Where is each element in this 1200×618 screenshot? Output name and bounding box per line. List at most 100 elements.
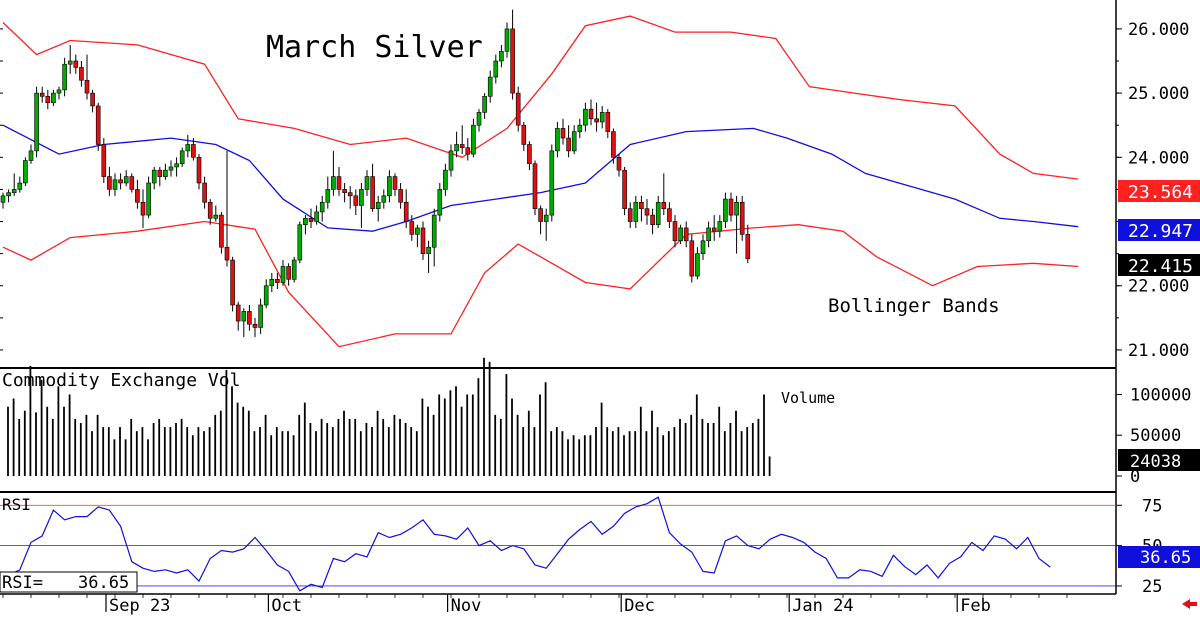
price-candle bbox=[510, 9, 515, 100]
price-candle bbox=[347, 186, 353, 209]
rsi-y-tick-label: 25 bbox=[1142, 577, 1162, 597]
price-candle bbox=[191, 138, 196, 161]
price-candle bbox=[471, 118, 476, 158]
price-candle bbox=[599, 105, 605, 129]
price-candle bbox=[135, 179, 140, 209]
price-candle bbox=[549, 144, 555, 222]
rsi-y-tick-label: 75 bbox=[1142, 496, 1162, 516]
x-axis-label: Feb bbox=[960, 596, 991, 616]
price-candle bbox=[202, 176, 207, 209]
price-candle bbox=[566, 125, 571, 158]
price-candle bbox=[375, 195, 381, 222]
price-candle bbox=[616, 154, 622, 177]
price-candle bbox=[286, 263, 291, 286]
price-candle bbox=[118, 173, 123, 190]
price-candle bbox=[23, 157, 28, 187]
price-candle bbox=[56, 86, 62, 100]
price-candle bbox=[359, 183, 364, 228]
price-panel: 26.000 25.000 24.000 22.000 21.000 bbox=[0, 9, 1189, 361]
price-candle bbox=[622, 166, 627, 216]
price-candle bbox=[174, 157, 179, 177]
x-axis: Sep 23 Oct Nov Dec Jan 24 Feb bbox=[2, 594, 1068, 616]
price-y-tick-label: 22.000 bbox=[1128, 277, 1189, 297]
price-candle bbox=[213, 205, 219, 222]
chart-title: March Silver bbox=[266, 30, 483, 65]
volume-y-tick-label: 50000 bbox=[1130, 426, 1181, 446]
price-candle bbox=[230, 256, 235, 312]
left-arrow-icon[interactable] bbox=[1182, 599, 1197, 609]
price-candle bbox=[745, 224, 751, 264]
price-candle bbox=[415, 224, 420, 248]
price-candle bbox=[409, 215, 415, 241]
price-candle bbox=[577, 118, 583, 139]
price-candle bbox=[706, 221, 711, 248]
price-candle bbox=[263, 279, 269, 309]
bollinger-lower-band bbox=[2, 220, 1079, 348]
rsi-line bbox=[2, 496, 1051, 592]
price-candle bbox=[196, 154, 202, 190]
x-axis-label: Jan 24 bbox=[792, 596, 853, 616]
price-candle bbox=[403, 189, 409, 228]
price-candle bbox=[308, 208, 314, 228]
volume-y-tick-label: 0 bbox=[1130, 467, 1140, 487]
price-candle bbox=[314, 205, 319, 225]
rsi-readout-label: RSI= bbox=[2, 573, 43, 593]
price-candle bbox=[73, 54, 79, 74]
price-candle bbox=[207, 199, 213, 225]
price-y-tick-label: 26.000 bbox=[1128, 20, 1189, 40]
price-candle bbox=[734, 195, 739, 254]
price-candle bbox=[0, 192, 6, 209]
price-candle bbox=[398, 183, 403, 209]
price-candle bbox=[168, 160, 174, 177]
price-candle bbox=[151, 166, 157, 190]
price-candle bbox=[129, 173, 135, 193]
volume-panel: 100000 50000 0 bbox=[7, 357, 1191, 487]
price-candle bbox=[157, 166, 163, 187]
price-candle bbox=[728, 192, 734, 222]
price-candle bbox=[280, 260, 286, 286]
rsi-panel-title: RSI bbox=[2, 495, 31, 514]
price-candle bbox=[79, 61, 84, 87]
price-candle bbox=[252, 317, 258, 338]
price-candle bbox=[319, 195, 325, 222]
price-candle bbox=[6, 189, 11, 203]
price-candle bbox=[364, 170, 370, 196]
x-axis-label: Sep 23 bbox=[109, 596, 170, 616]
price-candle bbox=[291, 256, 297, 283]
price-candle bbox=[538, 205, 543, 235]
price-candle bbox=[90, 89, 95, 113]
price-candle bbox=[426, 240, 431, 273]
price-candle bbox=[711, 215, 717, 241]
price-candle bbox=[353, 189, 359, 216]
price-candle bbox=[717, 215, 723, 238]
price-candle bbox=[633, 195, 639, 228]
price-candle bbox=[499, 44, 504, 68]
price-candle bbox=[241, 308, 247, 338]
rsi-value: 36.65 bbox=[1140, 548, 1191, 568]
price-candle bbox=[17, 176, 23, 193]
price-candle bbox=[482, 93, 487, 119]
price-candle bbox=[219, 211, 224, 254]
price-candle bbox=[370, 163, 375, 212]
price-y-tick-label: 24.000 bbox=[1128, 148, 1189, 168]
x-axis-label: Oct bbox=[271, 596, 302, 616]
price-candle bbox=[594, 102, 599, 132]
price-candle bbox=[431, 208, 437, 267]
price-candle bbox=[62, 57, 67, 97]
price-candle bbox=[392, 173, 398, 196]
price-candle bbox=[521, 122, 527, 151]
price-candle bbox=[543, 208, 549, 241]
volume-value: 24038 bbox=[1130, 452, 1181, 472]
price-candle bbox=[325, 176, 331, 209]
price-candle bbox=[689, 234, 695, 283]
price-candle bbox=[667, 202, 672, 228]
upper-band-value: 23.564 bbox=[1128, 182, 1193, 203]
price-candle bbox=[644, 199, 650, 225]
price-candle bbox=[739, 195, 745, 241]
price-candle bbox=[493, 54, 499, 84]
bollinger-upper-band bbox=[2, 15, 1079, 180]
price-candle bbox=[454, 131, 459, 158]
price-candle bbox=[269, 272, 275, 293]
close-value: 22.415 bbox=[1128, 256, 1193, 277]
